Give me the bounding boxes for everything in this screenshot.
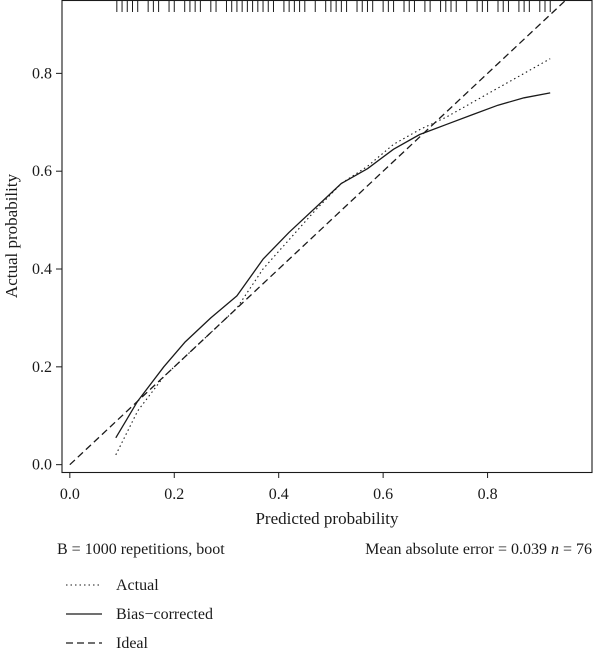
y-tick-label: 0.8 bbox=[32, 65, 52, 82]
x-axis-label: Predicted probability bbox=[255, 509, 399, 528]
series-line-actual bbox=[115, 58, 551, 456]
y-tick-label: 0.2 bbox=[32, 359, 52, 376]
legend-label-actual: Actual bbox=[116, 577, 159, 594]
plot-frame bbox=[61, 0, 593, 474]
y-tick-label: 0.6 bbox=[32, 163, 52, 180]
rug-marks bbox=[116, 0, 551, 12]
x-tick-label: 0.0 bbox=[60, 486, 80, 503]
legend-label-ideal: Ideal bbox=[116, 635, 149, 652]
x-tick-label: 0.8 bbox=[478, 486, 498, 503]
series-lines bbox=[69, 0, 567, 466]
error-note: Mean absolute error = 0.039 n = 76 bbox=[365, 541, 592, 558]
y-axis-label: Actual probability bbox=[2, 173, 21, 298]
y-tick-label: 0.0 bbox=[32, 457, 52, 474]
x-tick-label: 0.6 bbox=[373, 486, 393, 503]
repetitions-note: B = 1000 repetitions, boot bbox=[57, 541, 225, 558]
n-value: = 76 bbox=[563, 541, 592, 558]
series-line-ideal bbox=[69, 0, 567, 466]
legend-label-bias-corrected: Bias−corrected bbox=[116, 606, 213, 623]
x-axis-ticks: 0.0 0.2 0.4 0.6 0.8 bbox=[60, 472, 498, 503]
x-tick-label: 0.4 bbox=[269, 486, 289, 503]
y-axis-ticks: 0.0 0.2 0.4 0.6 0.8 bbox=[32, 65, 62, 474]
series-line-bias-corrected bbox=[115, 92, 551, 439]
n-symbol: n bbox=[551, 541, 559, 558]
y-tick-label: 0.4 bbox=[32, 261, 52, 278]
x-tick-label: 0.2 bbox=[164, 486, 184, 503]
mae-text: Mean absolute error = 0.039 bbox=[365, 541, 547, 558]
legend: Actual Bias−corrected Ideal bbox=[66, 577, 213, 652]
